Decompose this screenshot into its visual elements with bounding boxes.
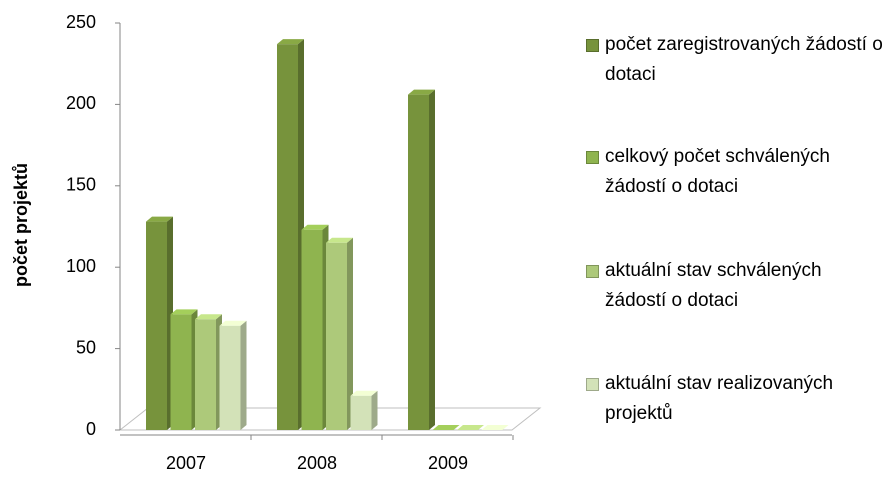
bar-side: [347, 237, 353, 430]
bar-front: [219, 325, 241, 430]
bar-top: [170, 309, 198, 315]
bar: [481, 425, 509, 430]
bar: [170, 309, 198, 430]
bar-side: [240, 320, 247, 430]
y-tick-label: 50: [76, 337, 96, 357]
bar-front: [146, 221, 167, 430]
bar-top: [219, 320, 247, 326]
legend-swatch: [586, 151, 599, 164]
legend-label: počet zaregistrovaných žádostí o dotaci: [605, 34, 883, 85]
bar-front: [326, 242, 347, 430]
bar-top: [350, 390, 378, 396]
bar-front: [408, 94, 429, 430]
bar: [350, 390, 378, 430]
bar: [277, 39, 304, 430]
legend-item: počet zaregistrovaných žádostí o dotaci: [586, 30, 886, 90]
bar-top: [457, 425, 484, 430]
y-tick-label: 100: [66, 256, 96, 276]
bar: [146, 216, 173, 430]
bar-top: [326, 237, 353, 243]
bar-top: [277, 39, 304, 45]
bar-front: [350, 395, 372, 430]
y-axis-label: počet projektů: [11, 163, 31, 287]
y-tick-label: 250: [66, 12, 96, 32]
bar-side: [429, 89, 435, 430]
bar: [457, 425, 484, 430]
bar: [219, 320, 247, 430]
legend-label: aktuální stav schválených žádostí o dota…: [605, 260, 822, 311]
bar: [408, 89, 435, 430]
bar-front: [195, 319, 216, 430]
bar-top: [432, 425, 460, 430]
x-tick-label: 2007: [166, 453, 206, 473]
bar: [301, 224, 329, 430]
bar-top: [195, 314, 222, 320]
legend-item: celkový počet schválených žádostí o dota…: [586, 142, 886, 202]
legend-item: aktuální stav realizovaných projektů: [586, 369, 886, 429]
legend-swatch: [586, 265, 599, 278]
bar-front: [301, 229, 323, 430]
bar-top: [301, 224, 329, 230]
x-tick-label: 2008: [297, 453, 337, 473]
legend-item: aktuální stav schválených žádostí o dota…: [586, 256, 886, 316]
bar-top: [146, 216, 173, 222]
bar: [326, 237, 353, 430]
y-tick-label: 200: [66, 93, 96, 113]
bar-front: [277, 44, 298, 430]
bar: [432, 425, 460, 430]
legend-label: aktuální stav realizovaných projektů: [605, 373, 834, 424]
bar-side: [371, 390, 378, 430]
bar: [195, 314, 222, 430]
legend-label: celkový počet schválených žádostí o dota…: [605, 146, 830, 197]
legend-swatch: [586, 39, 599, 52]
x-tick-label: 2009: [428, 453, 468, 473]
legend-swatch: [586, 378, 599, 391]
bar-top: [481, 425, 509, 430]
bar-front: [170, 314, 192, 430]
y-tick-label: 0: [86, 419, 96, 439]
bar-top: [408, 89, 435, 95]
y-tick-label: 150: [66, 175, 96, 195]
